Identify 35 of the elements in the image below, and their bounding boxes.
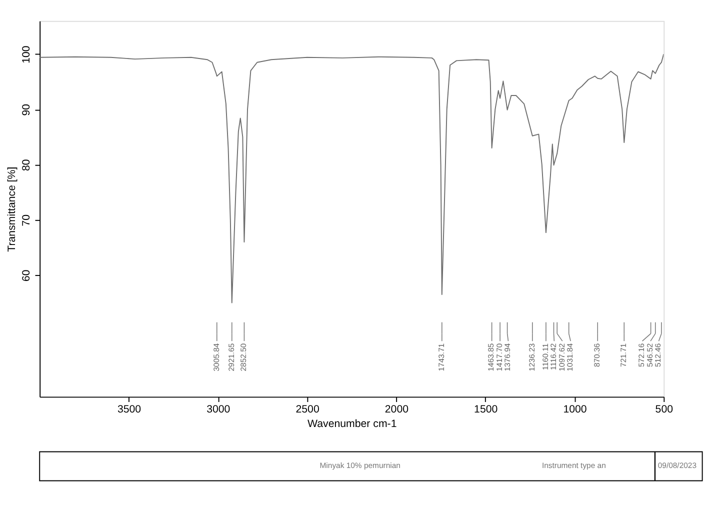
ref-line-label: 1236.23 [527, 343, 536, 372]
ref-line-label: 1031.84 [566, 342, 575, 372]
ref-line-label: 1743.71 [436, 343, 446, 372]
text: Minyak 10% pemurnian [320, 461, 400, 470]
ref-line-label: 1376.94 [503, 342, 512, 372]
ref-line-label: 721.71 [619, 343, 628, 367]
x-tick-label: 3000 [206, 404, 230, 416]
ref-line-label: 1417.70 [494, 343, 504, 372]
text: 09/08/2023 [658, 461, 697, 470]
x-tick-label: 1500 [474, 404, 498, 416]
x-tick-label: 3500 [117, 404, 142, 416]
text: Instrument type an [542, 461, 606, 470]
ref-line-label: 1097.62 [557, 343, 566, 372]
x-tick-label: 2500 [296, 404, 320, 416]
x-tick-label: 1000 [563, 404, 587, 416]
x-tick-label: 2000 [384, 404, 409, 416]
x-axis-title: Wavenumber cm-1 [308, 418, 397, 430]
y-tick-label: 60 [20, 270, 32, 282]
line-series [40, 54, 664, 304]
ref-line-label: 1463.85 [486, 343, 496, 372]
ref-line-label: 2852.50 [239, 343, 248, 372]
ref-line-label: 3005.84 [212, 342, 221, 372]
ref-line-label: 1160.11 [540, 343, 550, 370]
ref-line-label: 512.46 [654, 343, 663, 367]
ref-line-label: 870.36 [592, 343, 602, 367]
x-tick-label: 500 [655, 404, 674, 416]
legend-label: 572.16 [637, 343, 646, 367]
y-axis-title: Transmittance [%] [6, 166, 18, 252]
y-tick-label: 90 [20, 104, 32, 116]
ref-line-label: 546.52 [645, 343, 654, 367]
ref-line-label: 1116.42 [549, 343, 558, 370]
y-tick-label: 80 [20, 159, 32, 171]
y-tick-label: 100 [20, 46, 32, 64]
ref-line-label: 2921.65 [226, 343, 236, 372]
y-tick-label: 70 [20, 214, 32, 226]
